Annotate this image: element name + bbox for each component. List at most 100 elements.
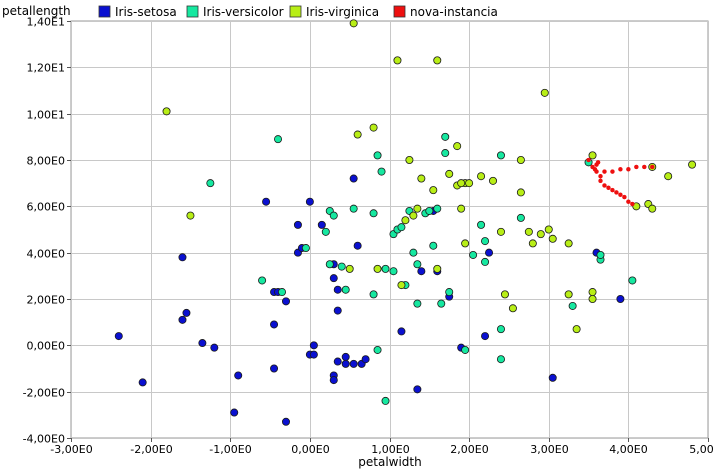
y-tick-label: -4,00E0 xyxy=(23,433,65,446)
data-point xyxy=(441,132,450,141)
data-point xyxy=(210,343,219,352)
legend-label: nova-instancia xyxy=(410,5,498,19)
data-point xyxy=(377,167,386,176)
data-point xyxy=(508,304,517,313)
data-point xyxy=(441,149,450,158)
data-point xyxy=(345,264,354,273)
data-point xyxy=(598,178,603,184)
data-point xyxy=(445,288,454,297)
data-point xyxy=(610,187,615,193)
data-point xyxy=(293,220,302,229)
data-point xyxy=(650,164,655,170)
data-point xyxy=(341,352,350,361)
data-point xyxy=(457,204,466,213)
x-tick-label: 1,00E0 xyxy=(371,443,409,456)
data-point xyxy=(664,172,673,181)
data-point xyxy=(353,130,362,139)
data-point xyxy=(361,355,370,364)
data-point xyxy=(500,290,509,299)
data-point xyxy=(182,308,191,317)
data-point xyxy=(433,56,442,65)
data-point xyxy=(485,248,494,257)
data-point xyxy=(413,204,422,213)
data-point xyxy=(349,359,358,368)
data-point xyxy=(564,290,573,299)
data-point xyxy=(333,285,342,294)
data-point xyxy=(258,276,267,285)
data-point xyxy=(409,211,418,220)
data-point xyxy=(540,88,549,97)
series-iris-virginica xyxy=(162,19,697,334)
data-point xyxy=(373,264,382,273)
data-point xyxy=(481,257,490,266)
data-point xyxy=(274,135,283,144)
data-point xyxy=(309,350,318,359)
data-point xyxy=(393,56,402,65)
x-tick-label: 0,00E0 xyxy=(291,443,329,456)
data-point xyxy=(496,227,505,236)
data-point xyxy=(329,274,338,283)
legend-item: Iris-virginica xyxy=(289,5,379,19)
data-point xyxy=(642,164,647,170)
data-point xyxy=(178,315,187,324)
x-tick-label: 2,00E0 xyxy=(450,443,488,456)
data-point xyxy=(568,301,577,310)
data-point xyxy=(409,248,418,257)
data-point xyxy=(349,204,358,213)
x-tick-label: -2,00E0 xyxy=(130,443,172,456)
data-point xyxy=(381,264,390,273)
legend-label: Iris-virginica xyxy=(306,5,379,19)
legend-swatch xyxy=(186,5,199,18)
x-tick-label: -3,00E0 xyxy=(50,443,92,456)
y-axis-ticks: -4,00E0 -2,00E0 0,00E0 2,00E0 4,00E0 6,00E0 8,… xyxy=(23,16,71,446)
data-point xyxy=(626,199,631,204)
data-point xyxy=(516,188,525,197)
data-point xyxy=(516,213,525,222)
data-point xyxy=(325,260,334,269)
data-point xyxy=(602,183,607,188)
data-point xyxy=(401,216,410,225)
data-point xyxy=(381,396,390,405)
legend-swatch xyxy=(289,5,302,18)
data-point xyxy=(413,299,422,308)
data-point xyxy=(405,155,414,164)
data-point xyxy=(305,197,314,206)
y-tick-label: 2,00E0 xyxy=(27,294,65,307)
y-tick-label: 1,40E1 xyxy=(27,16,65,29)
data-point xyxy=(606,185,611,191)
data-point xyxy=(461,239,470,248)
data-point xyxy=(353,241,362,250)
data-point xyxy=(453,142,462,151)
data-point xyxy=(630,201,635,207)
series-nova-instancia xyxy=(586,157,655,207)
data-point xyxy=(536,230,545,239)
data-point xyxy=(622,194,627,200)
data-point xyxy=(162,107,171,116)
data-point xyxy=(588,151,597,160)
data-point xyxy=(281,297,290,306)
data-point xyxy=(234,371,243,380)
data-point xyxy=(321,227,330,236)
data-points xyxy=(114,19,697,426)
legend-label: Iris-setosa xyxy=(115,5,177,19)
data-point xyxy=(333,357,342,366)
data-point xyxy=(262,197,271,206)
data-point xyxy=(481,332,490,341)
data-point xyxy=(461,345,470,354)
data-point xyxy=(469,250,478,259)
data-point xyxy=(528,239,537,248)
data-point xyxy=(341,359,350,368)
data-point xyxy=(548,234,557,243)
legend-item: nova-instancia xyxy=(393,5,498,19)
data-point xyxy=(588,288,597,297)
legend-swatch xyxy=(98,5,111,18)
series-iris-setosa xyxy=(114,174,625,426)
data-point xyxy=(413,260,422,269)
data-point xyxy=(618,167,623,172)
data-point xyxy=(477,172,486,181)
data-point xyxy=(206,179,215,188)
x-axis-label: petalwidth xyxy=(358,455,421,469)
data-point xyxy=(598,173,603,179)
data-point xyxy=(628,276,637,285)
data-point xyxy=(186,211,195,220)
